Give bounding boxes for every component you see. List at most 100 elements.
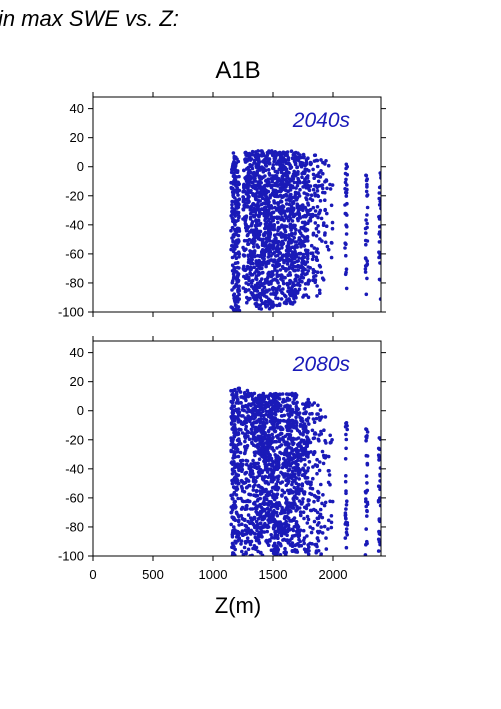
data-point	[258, 221, 263, 226]
data-point	[263, 467, 268, 472]
data-point	[231, 240, 235, 244]
data-point	[344, 507, 348, 511]
data-point	[280, 511, 285, 515]
data-point	[311, 167, 315, 172]
data-point	[251, 522, 256, 527]
data-point	[290, 534, 295, 538]
data-point	[257, 258, 261, 263]
data-point	[310, 403, 315, 407]
data-point	[284, 235, 288, 240]
data-point	[343, 424, 348, 429]
data-point	[343, 522, 348, 526]
data-point	[293, 232, 297, 236]
data-point	[258, 434, 263, 439]
data-point	[249, 427, 254, 432]
data-point	[259, 202, 264, 207]
data-point	[328, 499, 332, 504]
data-point	[316, 224, 320, 228]
data-point	[233, 518, 238, 522]
data-point	[301, 447, 305, 451]
data-point	[231, 219, 235, 223]
data-point	[292, 151, 297, 155]
data-point	[267, 298, 271, 302]
data-point	[296, 534, 301, 539]
data-point	[266, 249, 270, 253]
data-point	[262, 253, 267, 258]
data-point	[262, 426, 266, 431]
data-point	[241, 189, 245, 194]
data-point	[244, 420, 249, 425]
data-point	[301, 510, 306, 514]
data-point	[254, 230, 258, 235]
data-point	[323, 240, 328, 245]
data-point	[254, 436, 259, 441]
data-point	[283, 516, 287, 521]
data-point	[235, 397, 240, 402]
data-points	[229, 149, 381, 312]
data-point	[344, 437, 349, 442]
data-point	[377, 531, 381, 536]
data-point	[270, 432, 275, 437]
data-point	[243, 439, 247, 444]
data-point	[343, 536, 348, 540]
data-point	[293, 162, 298, 167]
data-point	[249, 189, 253, 193]
data-point	[233, 303, 238, 308]
data-point	[289, 423, 293, 427]
data-point	[281, 462, 285, 467]
data-point	[289, 474, 294, 479]
data-point	[267, 411, 272, 416]
data-point	[237, 523, 241, 527]
data-point	[344, 491, 348, 496]
data-point	[268, 453, 273, 458]
data-point	[309, 193, 314, 197]
data-point	[292, 495, 297, 499]
data-point	[255, 169, 260, 173]
data-point	[378, 542, 381, 547]
data-point	[243, 436, 248, 440]
data-point	[250, 507, 255, 511]
data-point	[315, 529, 320, 534]
data-point	[330, 220, 335, 225]
data-point	[302, 516, 306, 521]
data-point	[275, 269, 280, 274]
data-point	[344, 223, 348, 227]
data-point	[344, 517, 348, 521]
data-point	[236, 454, 241, 459]
data-point	[344, 253, 348, 258]
data-point	[280, 274, 284, 279]
data-point	[255, 267, 259, 272]
data-point	[318, 512, 323, 517]
y-tick-label: 0	[77, 403, 84, 418]
data-point	[344, 194, 349, 198]
data-point	[265, 153, 270, 158]
data-point	[230, 472, 235, 476]
data-point	[253, 150, 258, 154]
data-point	[317, 495, 321, 500]
data-point	[272, 523, 276, 528]
data-point	[246, 185, 250, 189]
data-point	[290, 469, 295, 474]
data-point	[255, 286, 259, 290]
data-point	[274, 254, 278, 258]
data-point	[254, 227, 259, 231]
data-point	[365, 539, 369, 544]
data-point	[247, 168, 252, 173]
data-point	[269, 258, 274, 262]
data-point	[260, 517, 264, 522]
data-point	[283, 496, 288, 500]
data-point	[244, 222, 248, 227]
data-point	[259, 211, 263, 216]
data-point	[255, 263, 259, 268]
data-point	[256, 294, 260, 299]
data-point	[293, 240, 297, 244]
data-point	[318, 199, 323, 203]
data-point	[244, 427, 248, 432]
data-point	[365, 461, 370, 466]
data-point	[330, 226, 335, 231]
data-point	[310, 198, 315, 202]
data-point	[234, 472, 238, 476]
data-point	[279, 470, 283, 475]
data-point	[272, 421, 276, 426]
data-point	[296, 526, 300, 531]
